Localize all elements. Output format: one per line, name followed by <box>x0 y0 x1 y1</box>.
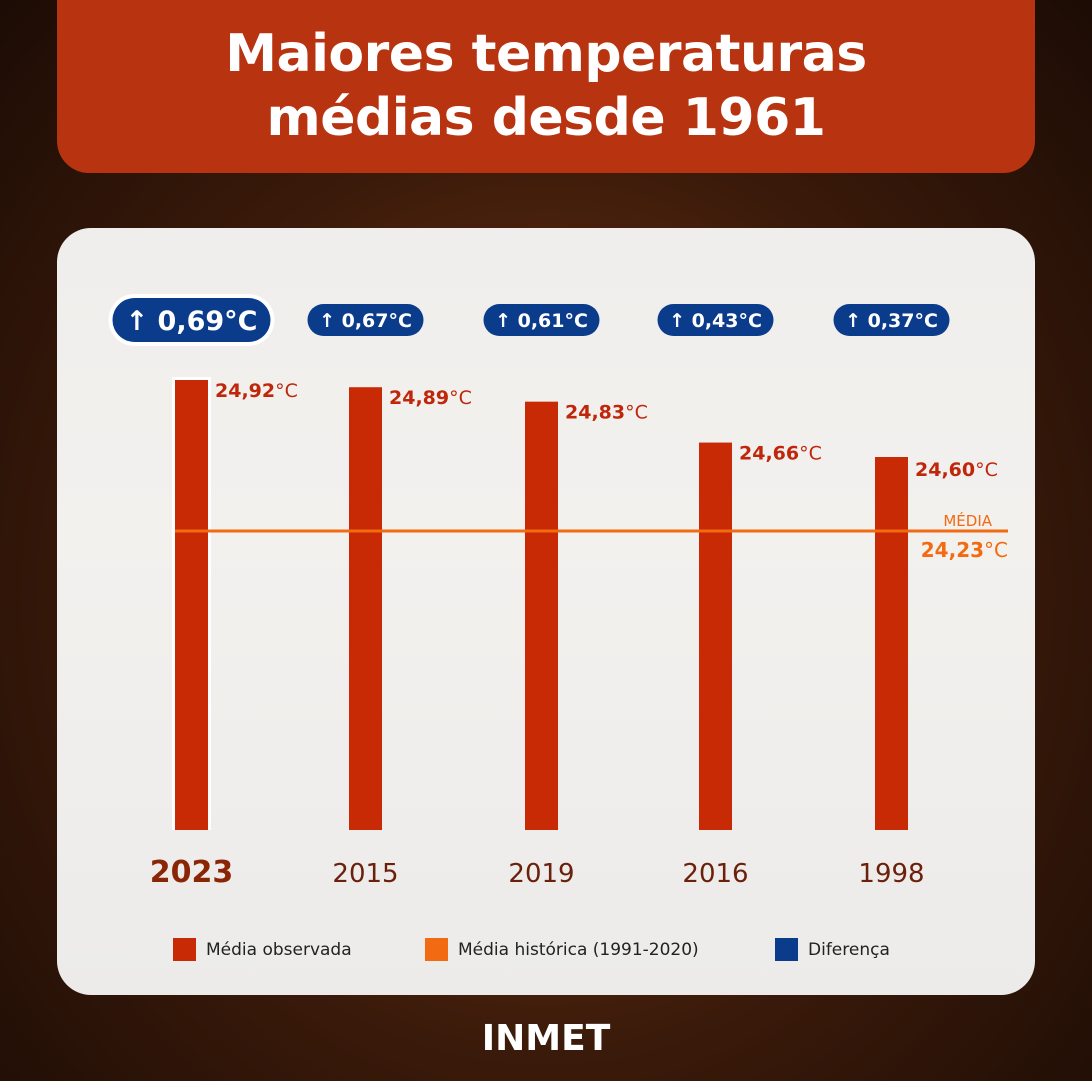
difference-pill <box>307 304 424 336</box>
legend-observed: Média observada <box>173 938 352 961</box>
difference-pill <box>112 298 271 342</box>
source-label: INMET <box>481 1018 611 1059</box>
reference-value-label: 24,23°C <box>921 538 1008 562</box>
bar <box>699 442 732 830</box>
x-tick-label: 2023 <box>150 855 234 890</box>
bar <box>875 457 908 830</box>
bar <box>175 380 208 830</box>
value-label: 24,89°C <box>389 387 472 409</box>
x-tick-label: 2016 <box>682 859 748 889</box>
value-label: 24,66°C <box>739 443 822 465</box>
x-tick-label: 1998 <box>858 859 924 889</box>
title-line-1: Maiores temperaturas <box>225 24 867 84</box>
difference-pill <box>833 304 950 336</box>
bar <box>349 387 382 830</box>
legend-difference: Diferença <box>775 938 890 961</box>
difference-label: ↑ 0,67°C <box>319 310 412 332</box>
difference-label: ↑ 0,37°C <box>845 310 938 332</box>
legend-swatch-observed <box>173 938 196 961</box>
difference-label: ↑ 0,43°C <box>669 310 762 332</box>
value-label: 24,92°C <box>215 380 298 402</box>
legend-label: Média observada <box>206 939 352 960</box>
value-label: 24,83°C <box>565 402 648 424</box>
title-banner: Maiores temperaturas médias desde 1961 <box>57 0 1035 173</box>
difference-label: ↑ 0,69°C <box>126 306 258 337</box>
difference-pill <box>657 304 774 336</box>
x-tick-label: 2015 <box>332 859 398 889</box>
legend-label: Diferença <box>808 939 890 960</box>
legend-label: Média histórica (1991-2020) <box>458 939 699 960</box>
difference-label: ↑ 0,61°C <box>495 310 588 332</box>
reference-line-label: MÉDIA <box>943 511 992 530</box>
title-line-2: médias desde 1961 <box>266 88 826 148</box>
legend-swatch-difference <box>775 938 798 961</box>
difference-pill <box>483 304 600 336</box>
legend-historic: Média histórica (1991-2020) <box>425 938 699 961</box>
legend-swatch-historic <box>425 938 448 961</box>
x-tick-label: 2019 <box>508 859 574 889</box>
value-label: 24,60°C <box>915 459 998 481</box>
bar <box>525 401 558 830</box>
